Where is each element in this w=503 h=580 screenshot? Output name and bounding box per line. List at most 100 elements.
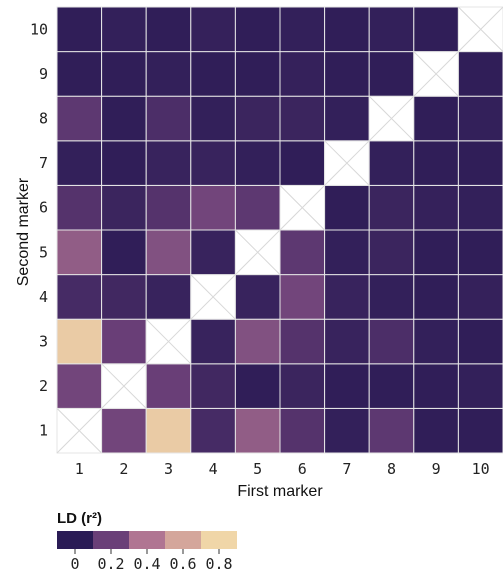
heatmap-cell — [101, 318, 147, 365]
heatmap-cell — [145, 6, 192, 53]
heatmap-cell — [234, 6, 281, 53]
heatmap-cell — [279, 95, 326, 142]
diagonal-cross-mark — [279, 185, 325, 231]
heatmap-cell — [101, 140, 147, 186]
heatmap-cell — [190, 363, 236, 409]
heatmap-cell — [279, 229, 326, 276]
legend-tick-label: 0.2 — [97, 555, 124, 573]
heatmap-cell — [413, 229, 459, 276]
heatmap-cell — [368, 229, 415, 276]
y-tick-label: 1 — [39, 422, 48, 440]
heatmap-cell — [234, 184, 281, 231]
y-tick-label: 8 — [39, 110, 48, 128]
heatmap-cell — [101, 274, 147, 320]
y-tick-label: 5 — [39, 243, 48, 261]
heatmap-cell — [368, 318, 415, 365]
heatmap-cell — [190, 407, 236, 454]
heatmap-cell — [56, 363, 103, 409]
heatmap-cell — [324, 363, 370, 409]
legend-tick-label: 0.4 — [133, 555, 160, 573]
heatmap-cell — [279, 140, 326, 186]
heatmap-cell — [56, 229, 103, 276]
heatmap-cell — [56, 6, 103, 53]
heatmap-cell — [457, 318, 503, 365]
y-axis-title: Second marker — [15, 177, 32, 286]
heatmap-cell — [234, 51, 281, 97]
heatmap-cell — [56, 184, 103, 231]
heatmap-cell — [190, 184, 236, 231]
heatmap-cell — [413, 95, 459, 142]
heatmap-cell — [234, 407, 281, 454]
x-tick-label: 10 — [472, 460, 490, 478]
diagonal-cross-mark — [413, 51, 459, 97]
heatmap-cell — [324, 274, 370, 320]
heatmap-cell — [324, 407, 370, 454]
x-tick-label: 3 — [164, 460, 173, 478]
heatmap-cell — [457, 184, 503, 231]
heatmap-cell — [413, 140, 459, 186]
heatmap-cell — [101, 229, 147, 276]
heatmap-cell — [101, 407, 147, 454]
heatmap-cell — [56, 274, 103, 320]
heatmap-cell — [457, 140, 503, 186]
heatmap-cell — [190, 95, 236, 142]
heatmap-cell — [56, 140, 103, 186]
heatmap-cell — [324, 184, 370, 231]
heatmap-cell — [190, 229, 236, 276]
heatmap-cell — [190, 51, 236, 97]
heatmap-cell — [368, 6, 415, 53]
x-tick-label: 9 — [432, 460, 441, 478]
legend-swatch — [201, 531, 237, 549]
heatmap-cell — [457, 363, 503, 409]
diagonal-cross-mark — [324, 140, 370, 186]
y-tick-label: 6 — [39, 199, 48, 217]
y-tick-label: 9 — [39, 65, 48, 83]
heatmap-cell — [368, 51, 415, 97]
color-legend: 0 0.2 0.4 0.6 0.8 — [57, 531, 237, 573]
y-tick-label: 3 — [39, 333, 48, 351]
heatmap-cell — [324, 6, 370, 53]
x-tick-label: 2 — [119, 460, 128, 478]
heatmap-cell — [368, 274, 415, 320]
heatmap-cell — [324, 229, 370, 276]
heatmap-cell — [101, 6, 147, 53]
heatmap-cell — [457, 51, 503, 97]
heatmap-cell — [234, 363, 281, 409]
heatmap-cell — [234, 95, 281, 142]
y-tick-label: 7 — [39, 154, 48, 172]
diagonal-cross-mark — [101, 363, 147, 409]
heatmap-cell — [279, 318, 326, 365]
heatmap-cell — [413, 318, 459, 365]
legend-tick-label: 0 — [70, 555, 79, 573]
heatmap-cell — [234, 274, 281, 320]
diagonal-cross-mark — [56, 408, 102, 454]
heatmap-cell — [457, 229, 503, 276]
x-tick-label: 5 — [253, 460, 262, 478]
diagonal-cross-mark — [368, 95, 415, 142]
heatmap-cell — [368, 407, 415, 454]
heatmap-cell — [145, 184, 192, 231]
heatmap-cell — [56, 51, 103, 97]
heatmap-cell — [279, 363, 326, 409]
heatmap-cell — [190, 6, 236, 53]
heatmap-cell — [413, 274, 459, 320]
heatmap-cell — [279, 407, 326, 454]
diagonal-cross-mark — [458, 6, 503, 52]
x-axis-ticks: 1 2 3 4 5 6 7 8 9 10 — [75, 460, 490, 478]
heatmap-cell — [101, 95, 147, 142]
heatmap-cell — [145, 229, 192, 276]
x-tick-label: 7 — [342, 460, 351, 478]
y-tick-label: 2 — [39, 377, 48, 395]
heatmap-cell — [457, 407, 503, 454]
legend-swatch — [93, 531, 129, 549]
heatmap-cell — [101, 184, 147, 231]
heatmap-cell — [145, 140, 192, 186]
legend-tick-label: 0.6 — [169, 555, 196, 573]
heatmap-cell — [145, 363, 192, 409]
heatmap-cell — [279, 6, 326, 53]
x-tick-label: 8 — [387, 460, 396, 478]
y-tick-label: 10 — [30, 20, 48, 38]
heatmap-cell — [413, 363, 459, 409]
heatmap-cell — [190, 318, 236, 365]
diagonal-cross-mark — [190, 274, 236, 320]
